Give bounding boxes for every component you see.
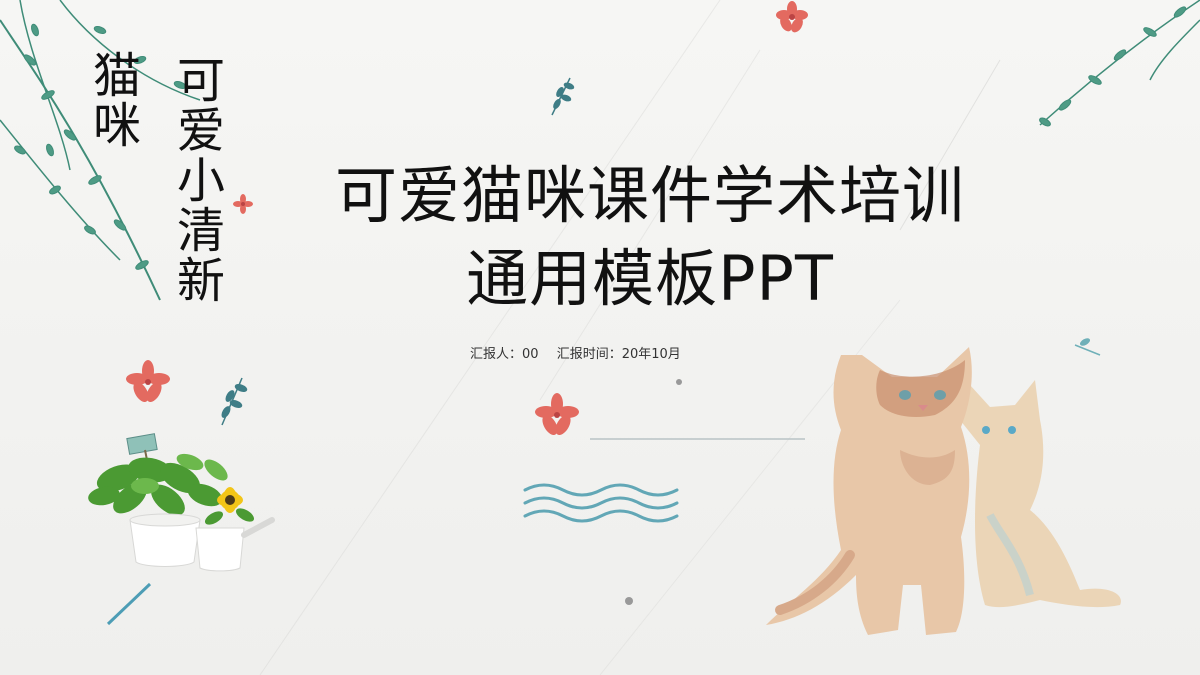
accent-dot — [625, 597, 633, 605]
accent-dot — [676, 379, 682, 385]
cat-illustration — [766, 347, 1121, 635]
flower-icon — [233, 194, 253, 214]
accent-line — [106, 582, 152, 626]
flower-icon — [535, 393, 579, 435]
leaf-sprig-icon — [1074, 338, 1101, 356]
potted-plant-icon — [88, 433, 275, 572]
vine-icon — [1039, 0, 1200, 127]
main-title-line2: 通用模板PPT — [466, 242, 834, 315]
wave-icon — [523, 483, 679, 523]
meta-info: 汇报人：00 汇报时间：20年10月 — [470, 343, 695, 362]
vertical-title-cat: 猫咪 — [84, 50, 140, 150]
flower-icon — [126, 360, 170, 402]
flower-icon — [776, 1, 808, 33]
vertical-title-cute: 可爱小清新 — [168, 55, 224, 305]
main-title-line1: 可爱猫咪课件学术培训 — [334, 159, 965, 232]
presenter-label: 汇报人：00 — [470, 347, 539, 362]
leaf-sprig-icon — [221, 377, 248, 426]
leaf-sprig-icon — [551, 77, 575, 116]
vine-icon — [0, 0, 201, 301]
report-time-label: 汇报时间：20年10月 — [556, 347, 681, 362]
